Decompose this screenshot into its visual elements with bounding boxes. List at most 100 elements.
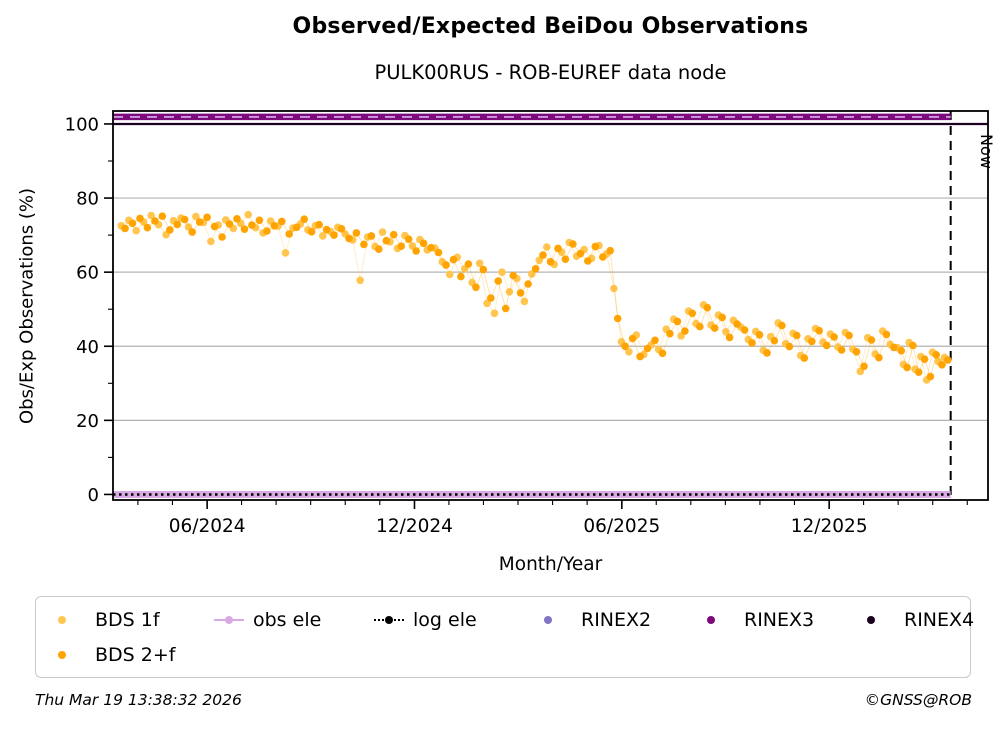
data-point-bds-2-f — [778, 321, 786, 330]
data-point-bds-2-f — [576, 249, 585, 258]
data-point-bds-2-f — [903, 363, 911, 372]
data-point-bds-1f — [520, 297, 529, 306]
data-point-bds-1f — [356, 276, 365, 285]
data-point-bds-2-f — [763, 349, 771, 357]
y-tick-label: 80 — [76, 189, 99, 210]
data-point-bds-1f — [490, 309, 499, 318]
data-point-bds-2-f — [748, 339, 756, 347]
data-point-bds-2-f — [628, 334, 637, 343]
data-point-bds-2-f — [651, 336, 659, 345]
data-point-bds-2-f — [837, 346, 846, 354]
chart-subtitle: PULK00RUS - ROB-EUREF data node — [374, 61, 727, 84]
data-point-bds-2-f — [300, 215, 309, 223]
x-tick-label: 12/2025 — [791, 516, 868, 537]
data-point-bds-2-f — [636, 352, 644, 361]
data-point-bds-2-f — [292, 223, 301, 232]
data-point-bds-2-f — [367, 232, 376, 240]
data-point-bds-2-f — [255, 216, 264, 225]
data-point-bds-2-f — [173, 220, 182, 229]
obs-ele-marker-icon — [214, 614, 244, 626]
data-point-bds-2-f — [755, 331, 764, 339]
data-point-bds-2-f — [345, 234, 353, 243]
data-point-bds-1f — [319, 232, 327, 240]
legend-item-rinex3: RINEX3 — [705, 609, 865, 631]
data-point-bds-2-f — [225, 220, 234, 228]
data-point-bds-2-f — [487, 294, 495, 302]
now-label: Now — [977, 134, 996, 169]
data-point-bds-2-f — [524, 280, 532, 288]
data-point-bds-2-f — [696, 322, 704, 331]
data-point-bds-2-f — [128, 219, 137, 228]
data-point-bds-1f — [281, 249, 290, 257]
chart-plot-area: 0 20 40 60 80 100 06/2024 12/2024 06/2025 12/2025… — [65, 110, 996, 537]
y-tick-label: 20 — [76, 411, 99, 432]
data-point-bds-2-f — [606, 246, 614, 255]
data-point-bds-2-f — [270, 222, 279, 230]
legend-label: RINEX3 — [744, 608, 815, 631]
data-point-bds-2-f — [479, 265, 488, 274]
data-point-bds-2-f — [188, 228, 196, 236]
data-point-bds-2-f — [718, 313, 726, 322]
credit-text: ©GNSS@ROB — [864, 691, 972, 709]
data-point-bds-2-f — [591, 242, 600, 251]
data-point-bds-2-f — [932, 351, 940, 359]
data-point-bds-2-f — [920, 355, 929, 364]
data-point-bds-2-f — [938, 361, 946, 369]
data-point-bds-2-f — [337, 225, 346, 233]
y-tick-label: 100 — [65, 114, 99, 135]
rinex3-marker-icon — [705, 614, 735, 626]
data-point-bds-2-f — [419, 239, 428, 248]
chart-title: Observed/Expected BeiDou Observations — [292, 14, 809, 39]
data-point-bds-2-f — [389, 230, 398, 239]
data-point-bds-2-f — [584, 257, 592, 265]
data-point-bds-2-f — [733, 320, 741, 328]
legend-item-bds-1f: BDS 1f — [56, 609, 214, 631]
data-point-bds-2-f — [793, 331, 801, 340]
data-point-bds-2-f — [539, 251, 547, 259]
data-point-bds-2-f — [800, 354, 809, 362]
data-point-bds-1f — [244, 210, 252, 219]
data-point-bds-2-f — [285, 230, 294, 238]
legend-label: log ele — [413, 608, 477, 631]
data-point-bds-2-f — [143, 223, 152, 232]
data-point-bds-2-f — [673, 317, 682, 326]
x-tick-label: 06/2025 — [583, 516, 660, 537]
y-tick-label: 60 — [76, 263, 99, 284]
data-point-bds-2-f — [554, 244, 562, 253]
data-point-bds-1f — [445, 270, 454, 279]
data-point-bds-2-f — [412, 247, 420, 255]
data-point-bds-2-f — [210, 222, 219, 231]
data-point-bds-2-f — [233, 215, 241, 223]
data-point-bds-1f — [610, 284, 618, 293]
data-point-bds-2-f — [464, 260, 473, 268]
log-ele-marker-icon — [374, 614, 404, 626]
data-point-bds-2-f — [509, 271, 517, 280]
data-point-bds-1f — [625, 348, 633, 356]
data-point-bds-2-f — [442, 261, 450, 269]
legend-label: RINEX4 — [904, 608, 975, 631]
data-point-bds-2-f — [531, 265, 540, 273]
data-point-bds-2-f — [136, 214, 144, 223]
data-point-bds-2-f — [457, 272, 465, 281]
rinex4-marker-icon — [865, 614, 895, 626]
data-point-bds-2-f — [501, 304, 510, 313]
legend-label: RINEX2 — [581, 608, 652, 631]
data-point-bds-2-f — [944, 356, 952, 364]
data-point-bds-2-f — [494, 277, 503, 285]
data-point-bds-2-f — [860, 362, 868, 371]
data-point-bds-2-f — [434, 248, 443, 257]
data-point-bds-2-f — [822, 341, 831, 350]
data-point-bds-1f — [207, 237, 215, 246]
data-point-bds-2-f — [830, 333, 838, 341]
data-point-bds-2-f — [852, 348, 861, 356]
data-point-bds-2-f — [307, 228, 316, 236]
data-point-bds-2-f — [166, 226, 174, 234]
data-point-bds-2-f — [688, 309, 697, 318]
data-point-bds-2-f — [890, 343, 898, 352]
data-point-bds-1f — [498, 268, 506, 277]
data-point-bds-2-f — [867, 336, 876, 344]
data-point-bds-2-f — [770, 336, 779, 345]
x-axis-label: Month/Year — [498, 554, 603, 575]
data-point-bds-2-f — [725, 333, 734, 342]
data-point-bds-2-f — [785, 342, 794, 351]
